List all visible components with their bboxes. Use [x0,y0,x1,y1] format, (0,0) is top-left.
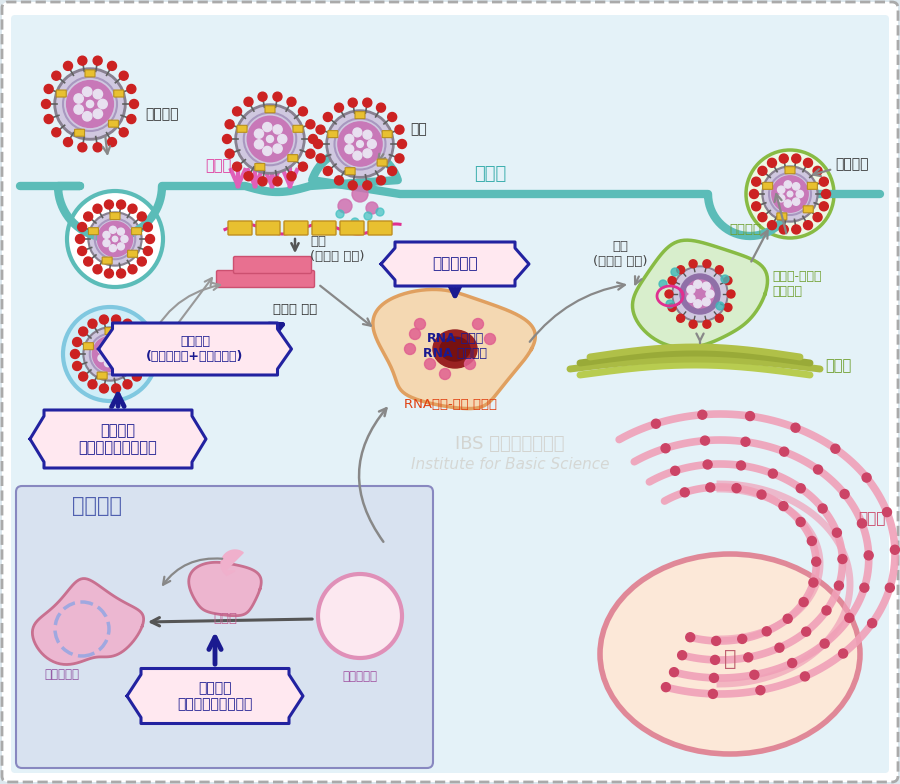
FancyBboxPatch shape [110,212,120,220]
Circle shape [57,71,123,137]
Circle shape [376,208,384,216]
Text: RNA-의존적
RNA 중합효소: RNA-의존적 RNA 중합효소 [423,332,487,360]
Circle shape [244,172,253,181]
Circle shape [98,347,105,354]
Circle shape [84,212,93,221]
Circle shape [225,149,234,158]
Circle shape [799,597,808,607]
Circle shape [88,379,97,389]
Circle shape [694,299,702,308]
Circle shape [64,61,73,71]
Circle shape [712,637,721,645]
Circle shape [222,135,231,143]
Circle shape [678,651,687,659]
FancyBboxPatch shape [340,221,364,235]
Circle shape [351,218,359,226]
Circle shape [804,158,813,167]
Circle shape [778,502,788,510]
Circle shape [248,116,292,162]
Circle shape [235,104,305,174]
FancyBboxPatch shape [127,343,137,350]
Circle shape [73,338,82,347]
Text: Institute for Basic Science: Institute for Basic Science [410,456,609,471]
Circle shape [130,100,139,108]
Circle shape [860,583,868,592]
Circle shape [77,246,86,256]
Circle shape [232,107,241,116]
Circle shape [819,201,828,211]
Circle shape [94,109,103,118]
Circle shape [439,368,451,379]
Circle shape [363,130,372,139]
FancyBboxPatch shape [85,70,95,77]
Circle shape [784,200,791,207]
Circle shape [132,327,141,336]
Circle shape [706,290,714,298]
Circle shape [127,114,136,124]
Circle shape [112,343,120,350]
Circle shape [670,668,679,677]
Circle shape [793,198,800,205]
FancyBboxPatch shape [312,221,336,235]
Circle shape [687,294,695,303]
Circle shape [680,274,720,314]
Circle shape [819,177,828,186]
Circle shape [338,199,352,213]
Polygon shape [30,410,206,468]
FancyBboxPatch shape [293,125,303,132]
Circle shape [78,327,87,336]
Circle shape [306,149,315,158]
Circle shape [783,614,792,623]
Polygon shape [373,289,536,408]
Circle shape [318,574,402,658]
Circle shape [352,186,368,202]
Circle shape [395,125,404,134]
Circle shape [791,423,800,432]
Circle shape [112,384,121,393]
Circle shape [44,85,53,93]
Circle shape [348,181,357,190]
Circle shape [862,473,871,482]
Circle shape [123,319,132,328]
Circle shape [107,351,112,357]
Circle shape [703,320,711,328]
Circle shape [702,282,710,290]
Circle shape [363,98,372,107]
FancyBboxPatch shape [288,154,298,162]
Circle shape [743,653,752,662]
Circle shape [323,166,332,176]
Circle shape [127,85,136,93]
Circle shape [745,412,754,420]
Circle shape [724,303,732,311]
Text: 클로로콐
하이드록시클로로콐: 클로로콐 하이드록시클로로콐 [78,423,158,456]
Circle shape [335,176,344,185]
Circle shape [652,419,661,428]
Circle shape [662,444,670,452]
Circle shape [98,100,107,109]
Circle shape [367,140,376,148]
Circle shape [425,358,436,369]
Circle shape [132,372,141,381]
Circle shape [410,328,420,339]
Circle shape [762,166,818,222]
Circle shape [78,143,87,152]
Circle shape [703,460,712,469]
Circle shape [326,110,394,178]
Circle shape [788,191,793,197]
Circle shape [93,143,102,152]
Circle shape [822,606,831,615]
FancyBboxPatch shape [97,372,107,379]
Circle shape [63,307,157,401]
Circle shape [83,87,92,96]
FancyBboxPatch shape [128,250,138,257]
Circle shape [716,266,724,274]
Ellipse shape [440,337,470,361]
FancyBboxPatch shape [345,168,356,175]
Circle shape [86,329,135,379]
Circle shape [54,68,126,140]
Circle shape [119,71,128,80]
Circle shape [52,128,61,136]
Circle shape [52,71,61,80]
Circle shape [890,545,899,554]
